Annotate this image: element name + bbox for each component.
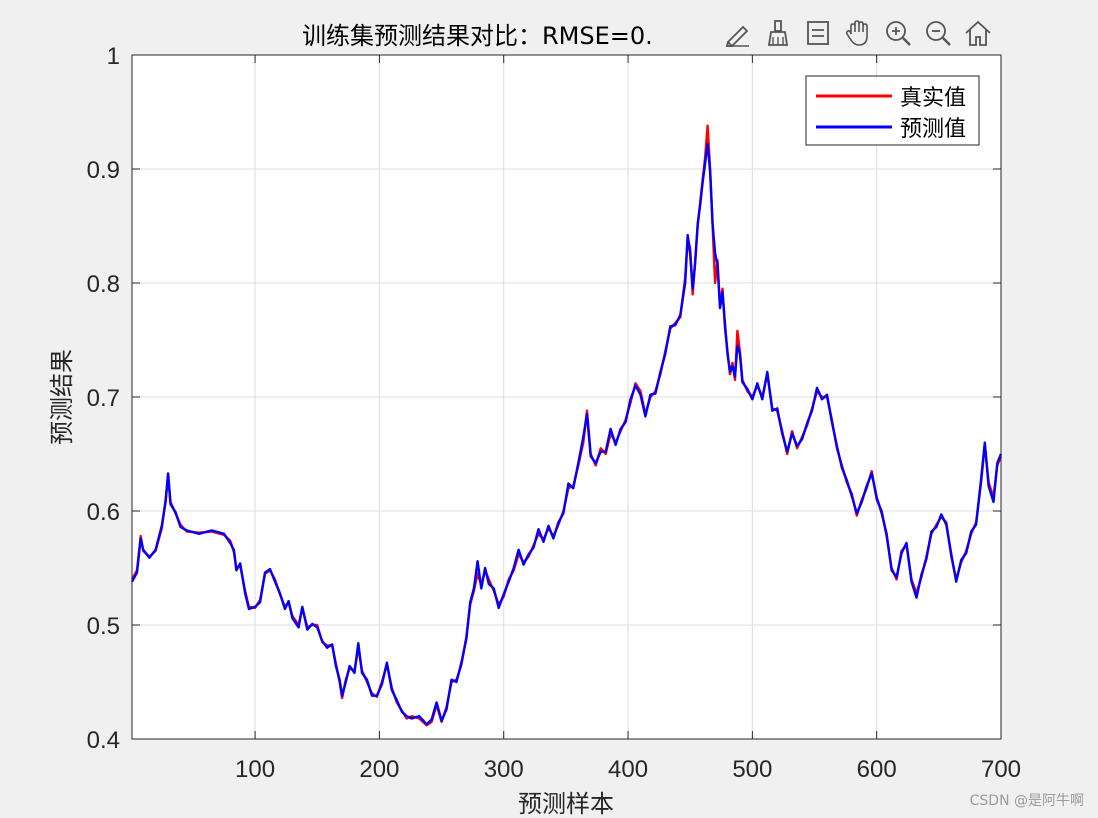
y-tick-label: 0.6 — [87, 499, 120, 526]
series-layer — [130, 124, 1003, 727]
y-tick-label: 0.4 — [87, 727, 120, 754]
x-tick-label: 600 — [857, 756, 897, 783]
zoom-in-icon — [886, 21, 911, 46]
pan-button[interactable] — [840, 15, 876, 51]
x-tick-label: 300 — [484, 756, 524, 783]
legend-icon — [807, 21, 829, 45]
x-tick-label: 100 — [235, 756, 275, 783]
zoom-in-button[interactable] — [880, 15, 916, 51]
axes-toolbar — [720, 14, 996, 52]
y-axis-label: 预测结果 — [48, 349, 76, 445]
watermark: CSDN @是阿牛啊 — [969, 793, 1084, 809]
zoom-out-icon — [926, 21, 951, 46]
home-button[interactable] — [960, 15, 996, 51]
legend-label-true: 真实值 — [900, 86, 966, 111]
x-tick-label: 500 — [732, 756, 772, 783]
legend: 真实值 预测值 — [805, 75, 980, 146]
axis-ticks: 100 200 300 400 500 600 700 0.4 0.5 0.6 0.7 0.8 0.9 1 — [87, 43, 1021, 783]
brush-button[interactable] — [760, 15, 796, 51]
x-tick-label: 700 — [981, 756, 1021, 783]
legend-button[interactable] — [800, 15, 836, 51]
y-tick-label: 0.7 — [87, 385, 120, 412]
y-tick-label: 0.5 — [87, 613, 120, 640]
chart-title: 训练集预测结果对比：RMSE=0. — [302, 22, 653, 50]
x-tick-label: 400 — [608, 756, 648, 783]
zoom-out-button[interactable] — [920, 15, 956, 51]
legend-box — [805, 75, 980, 146]
x-tick-label: 200 — [359, 756, 399, 783]
y-tick-label: 0.8 — [87, 271, 120, 298]
edit-plot-icon — [725, 25, 749, 48]
series-line-2 — [130, 142, 1003, 726]
y-tick-label: 0.9 — [87, 157, 120, 184]
y-tick-label: 1 — [107, 43, 120, 70]
legend-label-pred: 预测值 — [900, 117, 966, 142]
edit-plot-button[interactable] — [720, 15, 756, 51]
home-icon — [965, 20, 991, 46]
x-axis-label: 预测样本 — [518, 790, 614, 818]
pan-icon — [845, 20, 868, 46]
brush-icon — [767, 20, 789, 46]
